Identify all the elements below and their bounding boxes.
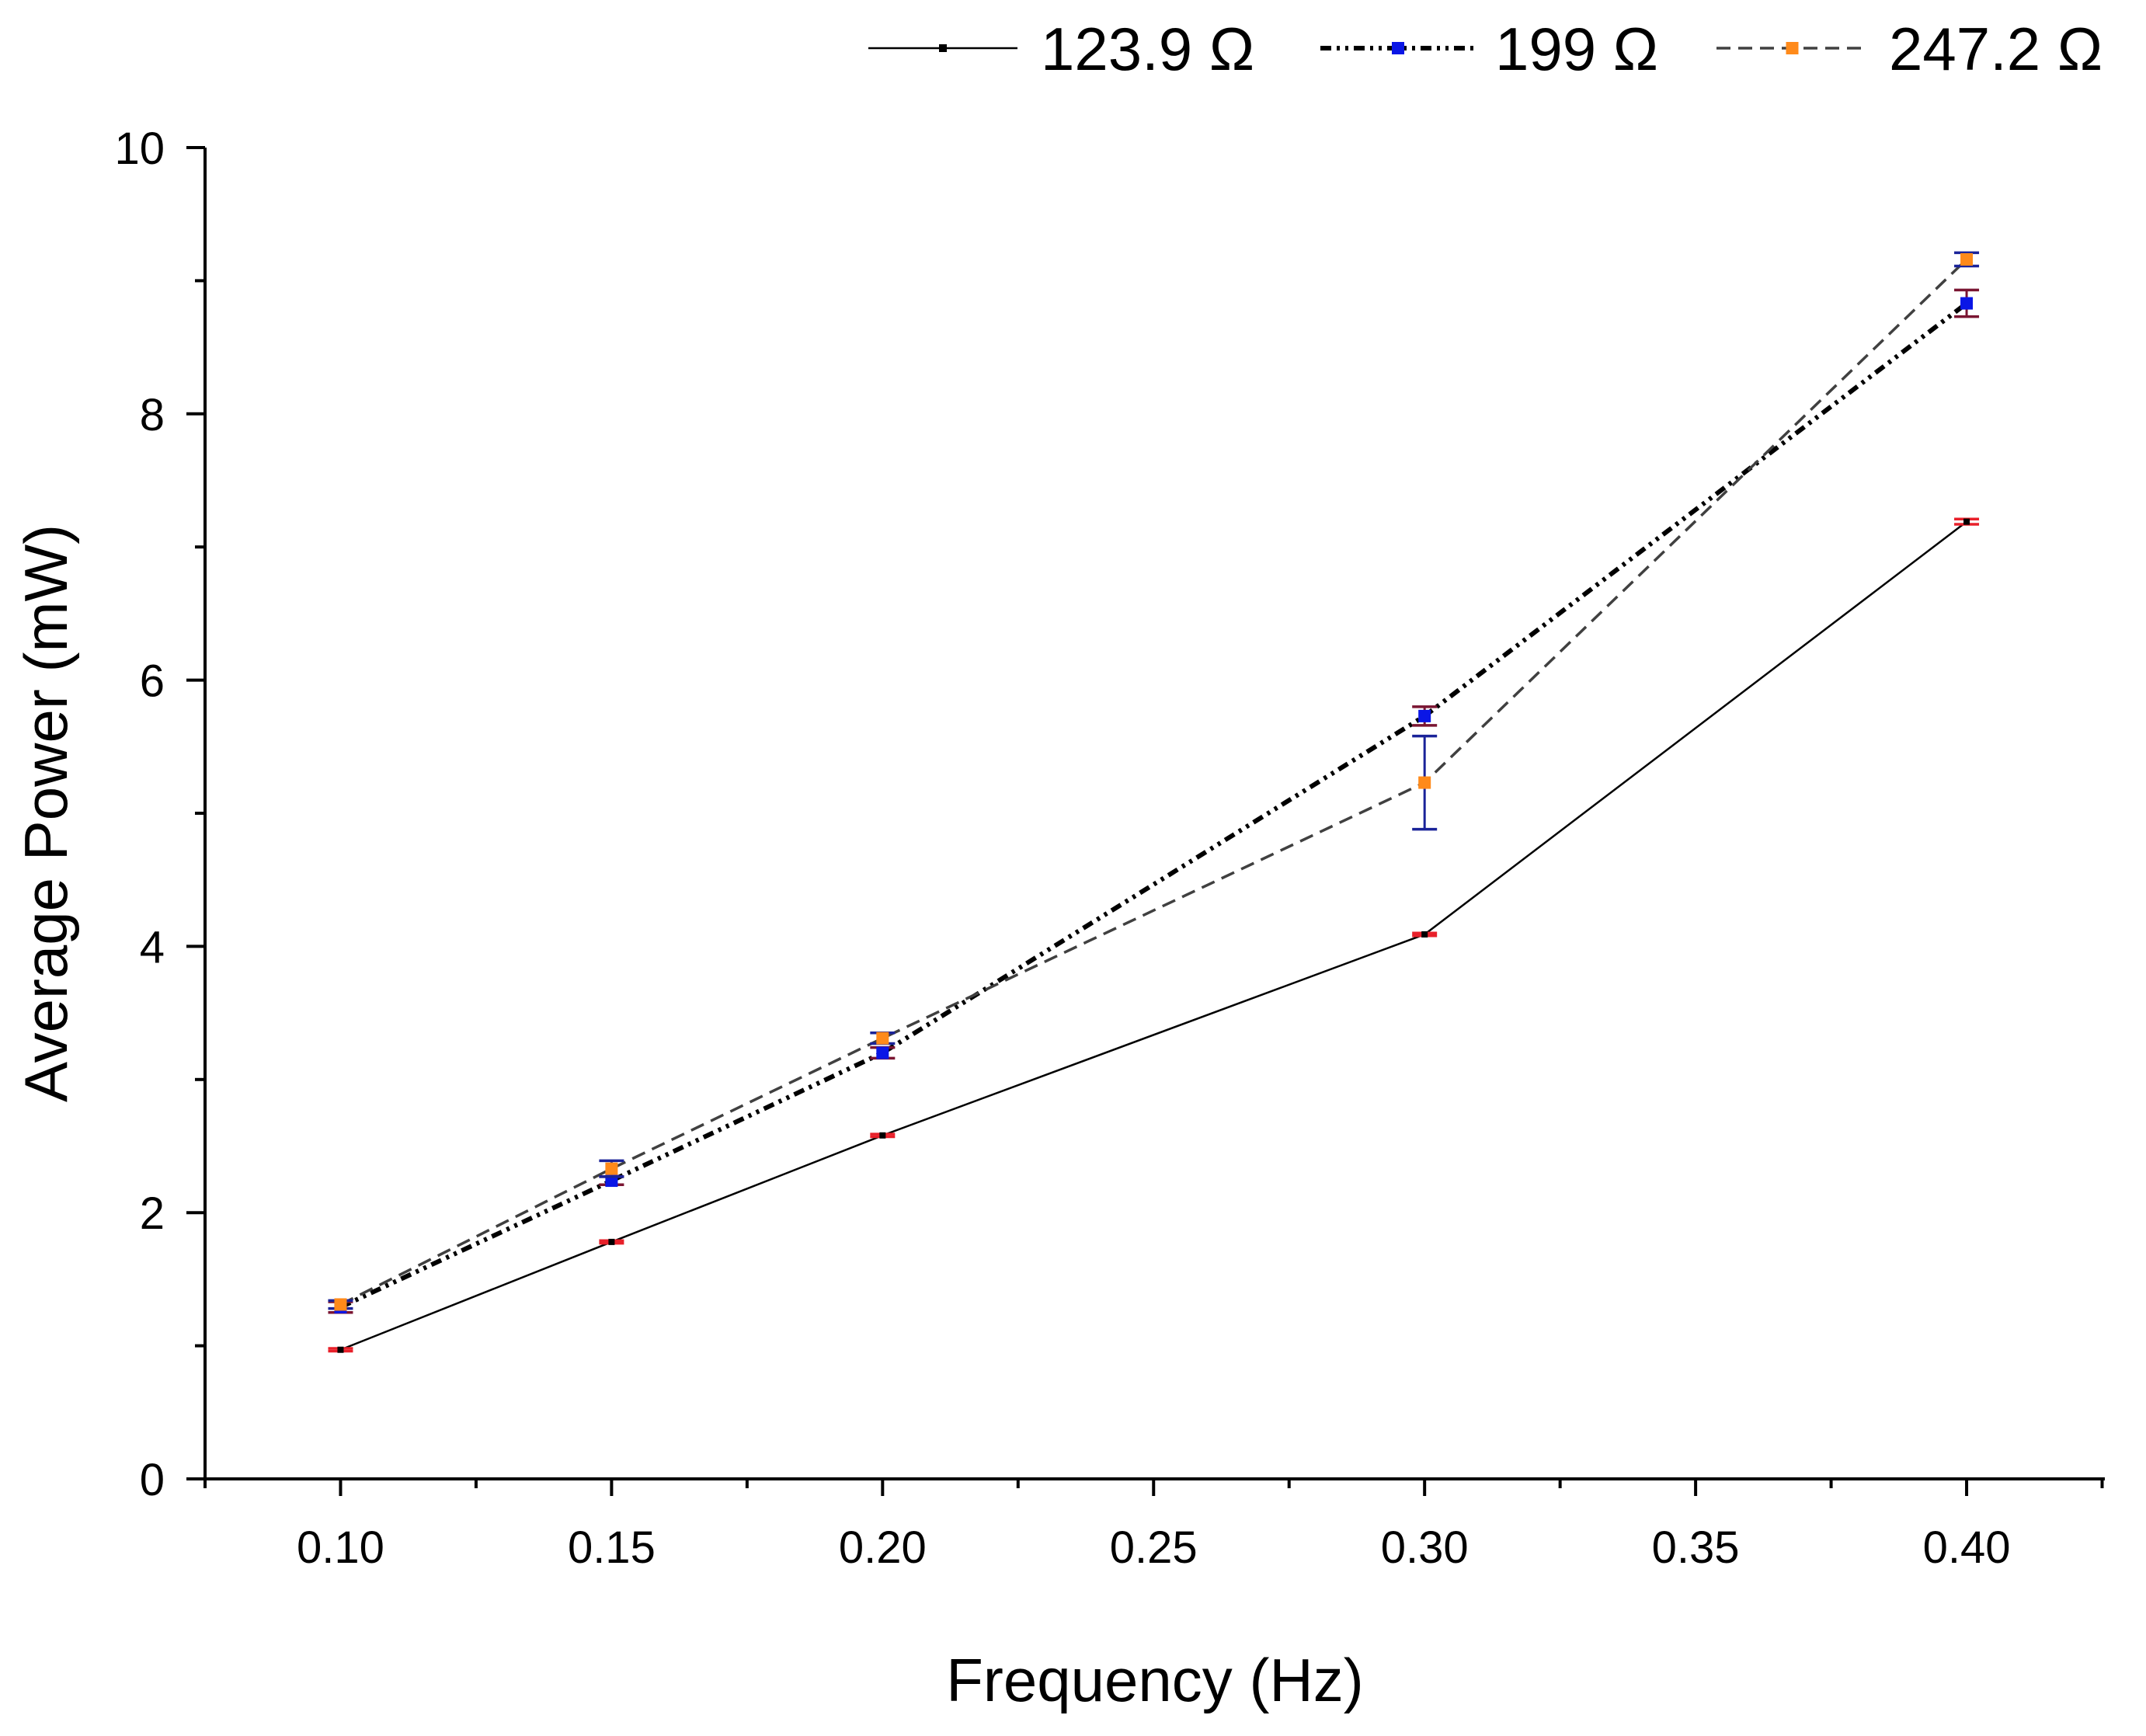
ticks: 0.10 0.15 0.20 0.25 0.30 0.35 0.40 0 2 4 6 8 10 (114, 124, 2104, 1573)
plot-area (328, 251, 1980, 1353)
legend: 123.9 Ω 199 Ω 247.2 Ω (868, 15, 2103, 83)
y-tick-label: 10 (114, 124, 165, 174)
data-point (876, 1032, 889, 1045)
x-tick-label: 0.25 (1110, 1522, 1198, 1573)
y-axis-title: Average Power (mW) (12, 524, 80, 1102)
series-3 (328, 251, 1980, 1311)
x-tick-label: 0.30 (1381, 1522, 1469, 1573)
series-2 (328, 288, 1980, 1314)
legend-item-3: 247.2 Ω (1716, 15, 2103, 83)
y-tick-label: 8 (140, 390, 165, 440)
series-line (339, 258, 1968, 1306)
legend-label: 247.2 Ω (1889, 15, 2103, 83)
data-point (608, 1238, 615, 1245)
data-point (1963, 518, 1970, 525)
data-point (337, 1346, 344, 1353)
legend-item-1: 123.9 Ω (868, 15, 1254, 83)
data-point (334, 1298, 347, 1311)
y-tick-label: 4 (140, 922, 165, 972)
data-point (1960, 252, 1974, 266)
x-tick-label: 0.20 (839, 1522, 927, 1573)
x-tick-label: 0.35 (1652, 1522, 1740, 1573)
data-point (1418, 709, 1431, 722)
x-tick-label: 0.40 (1923, 1522, 2011, 1573)
data-point (1418, 776, 1431, 789)
series-line (339, 301, 1968, 1310)
data-point (1960, 297, 1974, 310)
legend-marker (1392, 42, 1404, 54)
data-point (1421, 931, 1428, 938)
y-tick-label: 2 (140, 1188, 165, 1239)
legend-marker (939, 44, 947, 52)
legend-marker (1786, 42, 1799, 54)
data-point (876, 1046, 889, 1059)
y-tick-label: 6 (140, 656, 165, 707)
data-point (879, 1132, 886, 1139)
y-tick-label: 0 (140, 1455, 165, 1505)
data-point (605, 1162, 618, 1175)
legend-label: 199 Ω (1495, 15, 1658, 83)
axes (203, 148, 2105, 1480)
x-tick-label: 0.10 (297, 1522, 384, 1573)
series-line (340, 520, 1967, 1351)
series-1 (328, 517, 1980, 1353)
x-tick-label: 0.15 (568, 1522, 656, 1573)
x-axis-title: Frequency (Hz) (946, 1646, 1363, 1714)
legend-label: 123.9 Ω (1041, 15, 1254, 83)
legend-item-2: 199 Ω (1320, 15, 1658, 83)
